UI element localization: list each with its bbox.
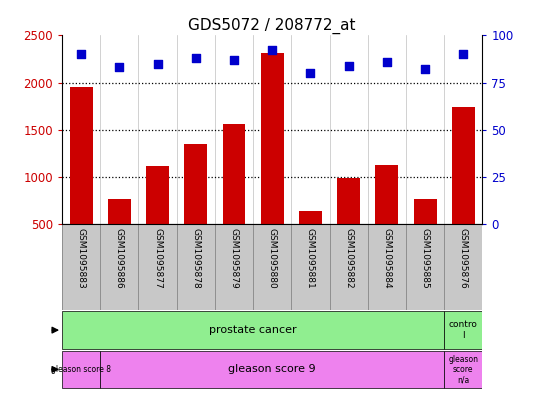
- Bar: [452, 107, 475, 271]
- Point: [115, 64, 123, 71]
- Bar: [62, 351, 100, 388]
- Bar: [444, 311, 482, 349]
- Text: gleason
score
n/a: gleason score n/a: [448, 354, 478, 384]
- Text: GSM1095880: GSM1095880: [268, 228, 277, 289]
- Text: GSM1095877: GSM1095877: [153, 228, 162, 289]
- Bar: [223, 124, 245, 271]
- Point: [268, 47, 277, 53]
- Text: GSM1095878: GSM1095878: [191, 228, 201, 289]
- Text: GSM1095879: GSM1095879: [230, 228, 238, 289]
- Bar: [299, 211, 322, 271]
- Point: [459, 51, 468, 57]
- Text: gleason score 9: gleason score 9: [229, 364, 316, 375]
- Text: GSM1095876: GSM1095876: [459, 228, 468, 289]
- Title: GDS5072 / 208772_at: GDS5072 / 208772_at: [189, 18, 356, 34]
- Point: [344, 62, 353, 69]
- Point: [230, 57, 238, 63]
- Bar: [261, 53, 284, 271]
- Text: gleason score 8: gleason score 8: [51, 365, 111, 374]
- Bar: [108, 200, 131, 271]
- Text: GSM1095886: GSM1095886: [115, 228, 124, 289]
- Point: [77, 51, 85, 57]
- Point: [306, 70, 315, 76]
- Text: GSM1095885: GSM1095885: [420, 228, 430, 289]
- Bar: [70, 87, 93, 271]
- Bar: [375, 165, 398, 271]
- Point: [421, 66, 430, 72]
- Text: GSM1095882: GSM1095882: [344, 228, 353, 289]
- Point: [383, 59, 391, 65]
- Text: GSM1095881: GSM1095881: [306, 228, 315, 289]
- Bar: [337, 178, 360, 271]
- Text: contro
l: contro l: [449, 320, 478, 340]
- Bar: [444, 351, 482, 388]
- Text: GSM1095884: GSM1095884: [382, 228, 391, 289]
- Text: prostate cancer: prostate cancer: [209, 325, 297, 335]
- Bar: [413, 200, 437, 271]
- Point: [191, 55, 200, 61]
- Bar: [184, 144, 207, 271]
- Text: GSM1095883: GSM1095883: [77, 228, 86, 289]
- Bar: [100, 351, 444, 388]
- Bar: [146, 166, 169, 271]
- Point: [153, 61, 162, 67]
